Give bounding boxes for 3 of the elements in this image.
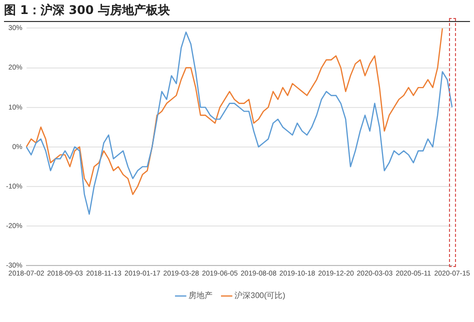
chart-title: 图 1：沪深 300 与房地产板块: [4, 2, 470, 22]
legend-label: 房地产: [188, 291, 213, 300]
legend-label: 沪深300(可比): [234, 291, 286, 300]
